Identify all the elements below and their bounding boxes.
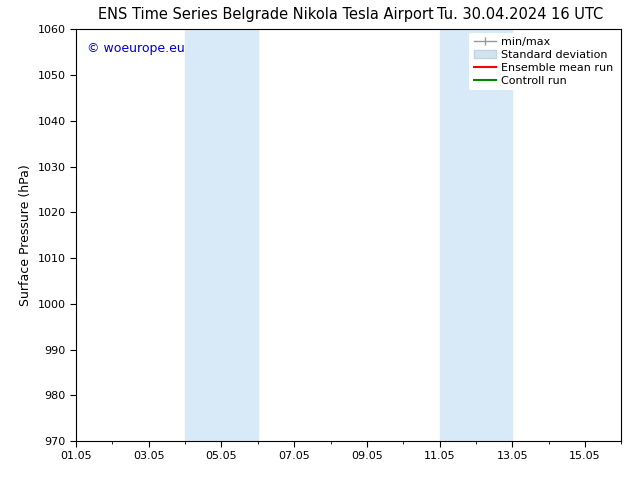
Bar (185, 29, 258, 441)
Text: Tu. 30.04.2024 16 UTC: Tu. 30.04.2024 16 UTC (437, 7, 603, 23)
Bar (439, 29, 512, 441)
Text: © woeurope.eu: © woeurope.eu (87, 42, 184, 55)
Text: ENS Time Series Belgrade Nikola Tesla Airport: ENS Time Series Belgrade Nikola Tesla Ai… (98, 7, 434, 23)
Y-axis label: Surface Pressure (hPa): Surface Pressure (hPa) (19, 164, 32, 306)
Legend: min/max, Standard deviation, Ensemble mean run, Controll run: min/max, Standard deviation, Ensemble me… (469, 33, 618, 90)
